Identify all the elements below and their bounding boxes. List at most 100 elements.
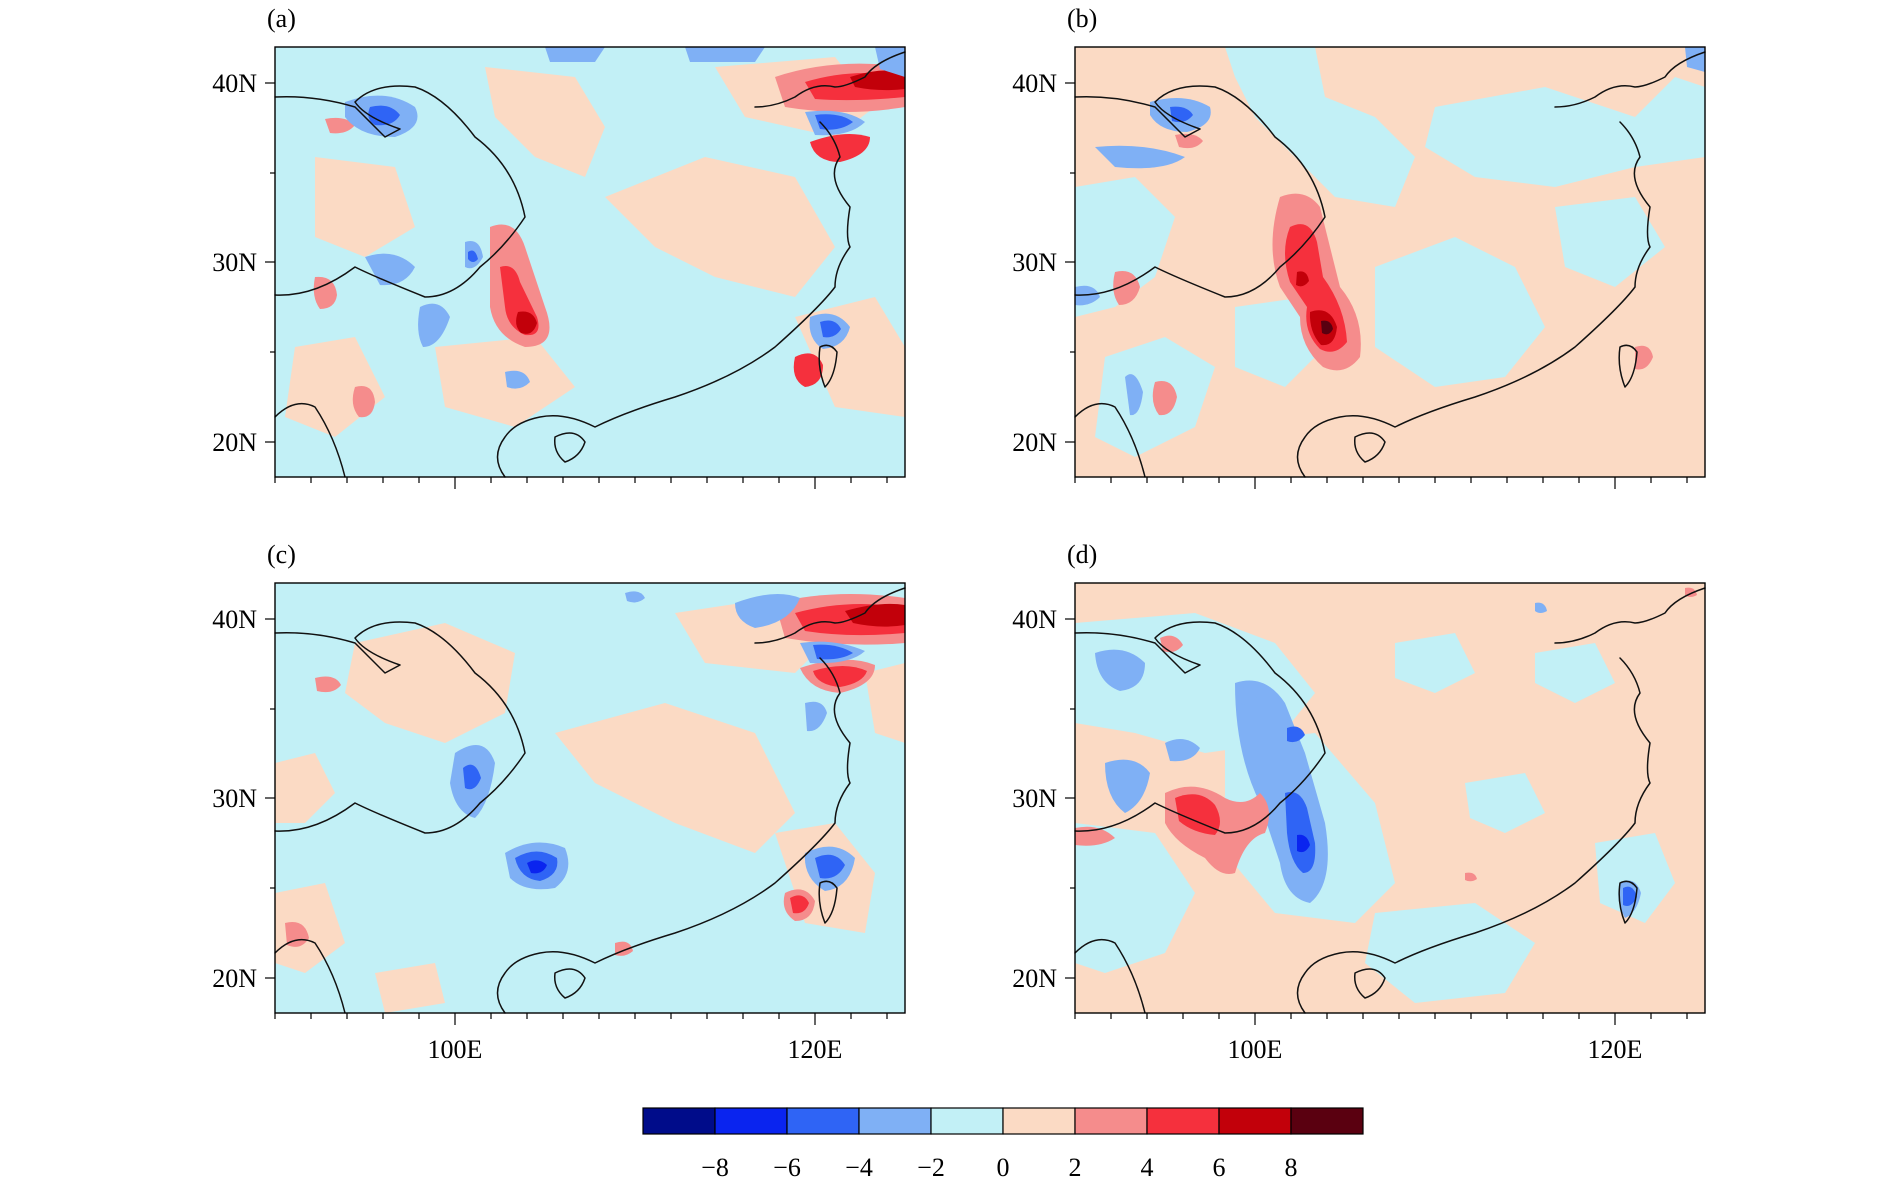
lat-label-20n: 20N (1012, 428, 1057, 457)
contour-fill-positive (352, 386, 375, 418)
contour-fill-positive (845, 603, 905, 627)
contour-fill-negative (1287, 726, 1305, 743)
coastline (274, 85, 526, 298)
lat-ticks (265, 618, 275, 979)
contour-fill-positive (285, 922, 309, 947)
panel-c: (c) (212, 540, 906, 1064)
contour-fill-positive (555, 703, 795, 853)
contour-fill-negative (1105, 759, 1150, 813)
contour-fill-negative (1465, 773, 1545, 833)
contour-fill-negative (1075, 823, 1195, 973)
colorbar-label: 6 (1213, 1153, 1226, 1182)
colorbar-label: 4 (1141, 1153, 1154, 1182)
panel-label: (a) (267, 4, 296, 33)
contour-fill-positive (516, 311, 537, 334)
contour-fill-negative (368, 105, 400, 126)
contour-fill-negative (1395, 633, 1475, 693)
lat-label-30n: 30N (212, 784, 257, 813)
lat-label-30n: 30N (1012, 784, 1057, 813)
contour-fill-positive (1465, 872, 1477, 882)
colorbar-label: −6 (773, 1153, 801, 1182)
coastline (818, 344, 838, 388)
contour-fill-negative (1095, 145, 1185, 169)
contour-fill-negative (1297, 834, 1310, 853)
coastline (274, 938, 346, 1014)
contour-fill-negative (1535, 643, 1615, 703)
contour-fill-positive (813, 666, 867, 687)
contour-fill-positive (810, 133, 870, 162)
contour-fill-negative (685, 47, 765, 62)
contour-fill-negative (1165, 739, 1200, 762)
contour-fill-positive (315, 676, 341, 693)
contour-fill-negative (625, 591, 645, 603)
coastline (1074, 621, 1326, 834)
contour-fill-positive (1175, 133, 1203, 149)
panel-label: (d) (1067, 540, 1097, 569)
contour-fill-negative (815, 854, 845, 879)
contour-fill-positive (1635, 345, 1653, 370)
contour-fill-negative (1595, 833, 1675, 923)
coastline (496, 51, 906, 478)
contour-fill-negative (463, 764, 481, 790)
contour-fill-negative (805, 701, 827, 732)
lon-ticks (1074, 1013, 1688, 1025)
contour-fill-negative (1095, 649, 1145, 691)
contour-fill-negative (505, 370, 530, 389)
contour-fill-positive (790, 895, 809, 914)
contour-fill-negative (545, 47, 605, 62)
colorbar-label: −2 (917, 1153, 945, 1182)
contour-fill-negative (1225, 47, 1415, 207)
lat-label-30n: 30N (1012, 248, 1057, 277)
contour-fill-negative (418, 303, 450, 347)
contour-fill-negative (1075, 177, 1175, 317)
panel-label: (b) (1067, 4, 1097, 33)
contour-fill-positive (435, 337, 575, 427)
colorbar-box-1 (714, 1107, 788, 1135)
contour-fill-positive (850, 70, 905, 91)
coastline (1074, 85, 1326, 298)
lon-ticks (274, 1013, 888, 1025)
panel-label: (c) (267, 540, 296, 569)
contour-fill-positive (865, 663, 905, 743)
contour-fill-positive (275, 753, 335, 823)
colorbar-box-7 (1146, 1107, 1220, 1135)
contour-fill-negative (735, 594, 800, 628)
coastline (1074, 402, 1146, 478)
lon-ticks (274, 477, 888, 489)
colorbar-label: 0 (997, 1153, 1010, 1182)
contour-fill-negative (1375, 237, 1545, 387)
coastline (1618, 880, 1638, 924)
contour-fill-negative (527, 860, 547, 874)
colorbar-label: −8 (701, 1153, 729, 1182)
panel-a: (a) (212, 4, 906, 489)
colorbar-label: 8 (1285, 1153, 1298, 1182)
lat-label-20n: 20N (212, 964, 257, 993)
contour-fill-positive (1296, 271, 1309, 287)
contour-fill-negative (1240, 686, 1257, 705)
lon-label-120e: 120E (788, 1035, 843, 1064)
coastline (274, 402, 346, 478)
lon-label-100e: 100E (1228, 1035, 1283, 1064)
colorbar-box-6 (1074, 1107, 1148, 1135)
contour-fill-positive (1175, 794, 1220, 835)
contour-fill-positive (345, 623, 515, 743)
colorbar: −8 −6 −4 −2 0 2 4 6 8 (642, 1107, 1364, 1182)
lat-label-40n: 40N (212, 69, 257, 98)
coastline (553, 968, 586, 999)
coastline (1618, 344, 1638, 388)
contour-fill-positive (605, 157, 835, 297)
lat-label-20n: 20N (1012, 964, 1057, 993)
coastline (1074, 938, 1146, 1014)
contour-fill-positive (325, 117, 355, 134)
colorbar-box-8 (1218, 1107, 1292, 1135)
colorbar-box-4 (930, 1107, 1004, 1135)
coastline (818, 880, 838, 924)
colorbar-box-9 (1290, 1107, 1364, 1135)
contour-fill-negative (813, 644, 853, 660)
lat-label-20n: 20N (212, 428, 257, 457)
lat-ticks (265, 82, 275, 443)
contour-fill-negative (820, 320, 841, 338)
lat-ticks (1065, 82, 1075, 443)
colorbar-label: 2 (1069, 1153, 1082, 1182)
contour-fill-positive (275, 883, 345, 973)
